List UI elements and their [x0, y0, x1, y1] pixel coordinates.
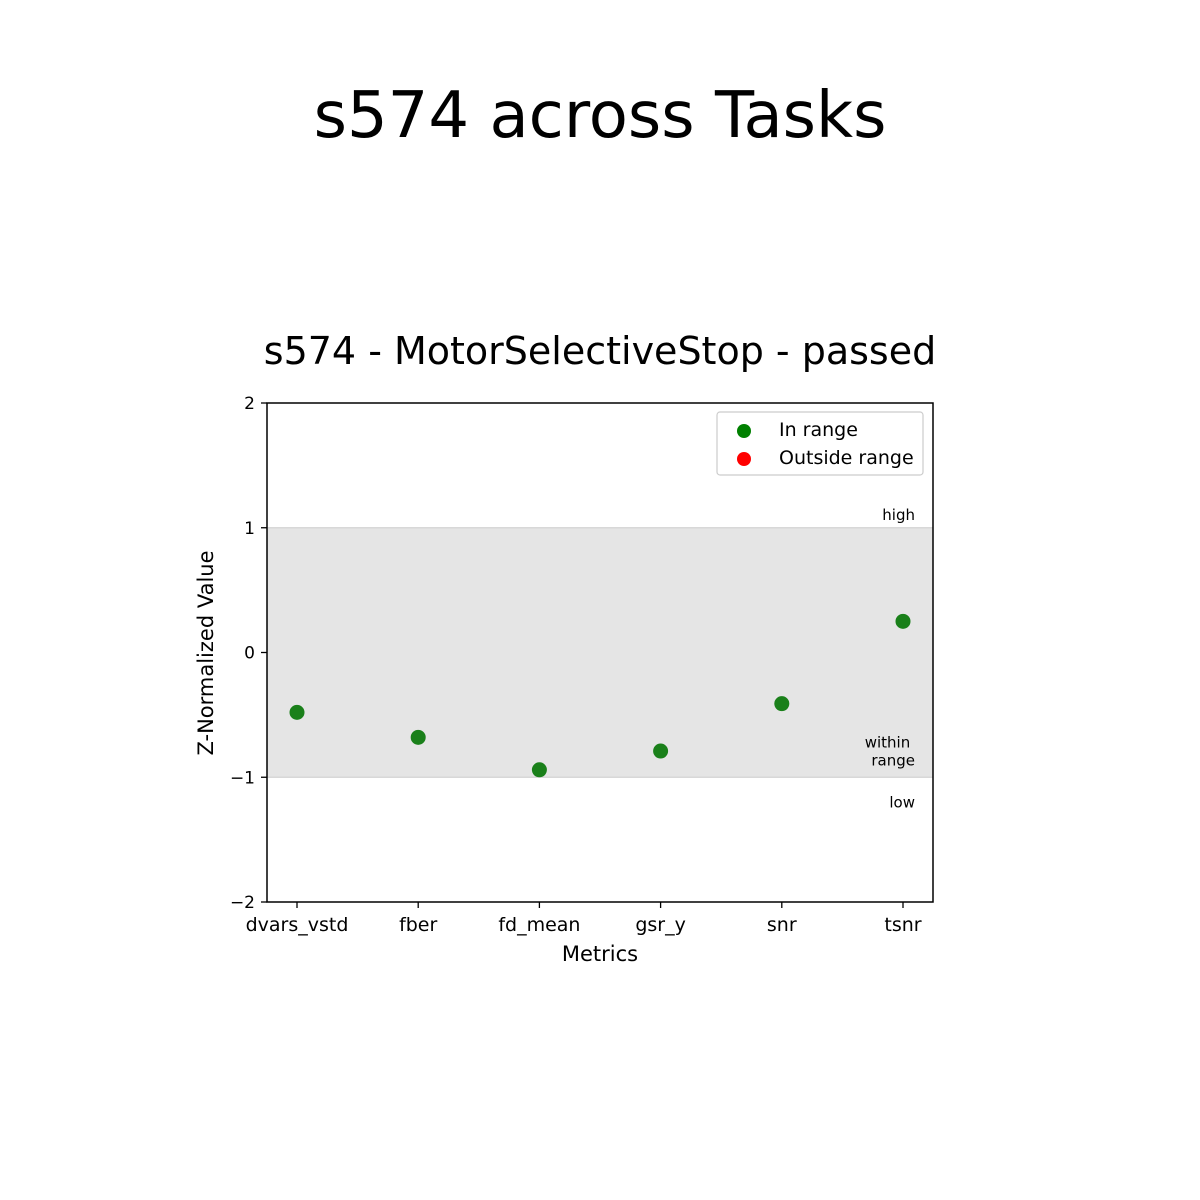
y-tick-label: 0 — [244, 644, 255, 664]
plot-frame — [266, 402, 934, 903]
x-tick-label: gsr_y — [635, 914, 686, 936]
data-point-tsnr — [895, 613, 911, 629]
y-tick-label: 1 — [244, 519, 255, 539]
chart-title: s574 - MotorSelectiveStop - passed — [264, 329, 936, 373]
x-tick-label: dvars_vstd — [246, 914, 349, 936]
y-tick-label: 2 — [244, 394, 255, 414]
band-label-within: within range — [865, 733, 915, 769]
legend-marker-in-range — [737, 424, 751, 438]
legend-label-in-range: In range — [779, 419, 858, 441]
band-label-within-line1: within — [865, 733, 911, 751]
figure-title: s574 across Tasks — [313, 79, 887, 153]
data-point-snr — [774, 696, 790, 712]
y-axis-label: Z-Normalized Value — [194, 550, 218, 755]
x-tick-label: snr — [767, 914, 797, 936]
legend-marker-outside-range — [737, 452, 751, 466]
range-band — [267, 527, 933, 778]
data-points — [289, 613, 911, 778]
x-tick-label: fber — [399, 914, 437, 936]
y-tick-label: −2 — [230, 893, 255, 913]
band-label-within-line2: range — [871, 751, 915, 769]
legend-box — [716, 411, 924, 476]
band-label-high: high — [882, 506, 915, 524]
y-tick-label: −1 — [230, 768, 255, 788]
data-point-gsr_y — [653, 743, 669, 759]
x-tick-label: fd_mean — [498, 914, 580, 936]
x-axis-label: Metrics — [562, 942, 638, 966]
legend-label-outside-range: Outside range — [779, 447, 914, 469]
data-point-dvars_vstd — [289, 704, 305, 720]
band-label-low: low — [889, 793, 915, 811]
axis-ticks: −2 −1 0 1 2 dvars_vstd fber fd_mean gsr_y snr tsnr — [230, 394, 922, 936]
x-tick-label: tsnr — [884, 914, 921, 936]
legend: In range Outside range — [716, 411, 924, 476]
data-point-fber — [410, 729, 426, 745]
data-point-fd_mean — [531, 762, 547, 778]
